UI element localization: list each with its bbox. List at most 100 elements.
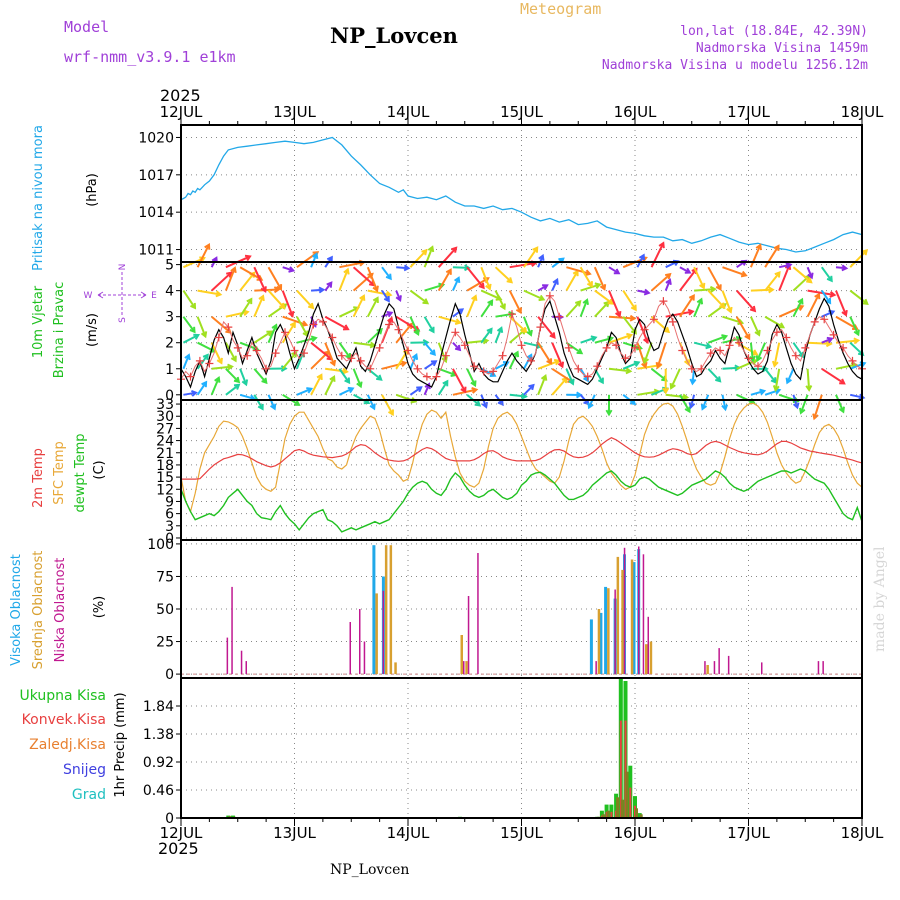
wind-arrow-head	[427, 245, 435, 253]
wind-arrow	[835, 315, 858, 330]
wind-arrow	[670, 368, 681, 389]
wind-arrow	[182, 354, 190, 370]
low-cloud-bar	[822, 661, 824, 675]
wind-arrow-head	[270, 403, 277, 411]
temp2m-axis-title: 2m Temp	[31, 448, 46, 508]
wind-arrow-head	[485, 283, 492, 291]
low-cloud-bar	[647, 616, 649, 675]
wind-arrow-head	[471, 294, 478, 302]
top-day-label: 18JUL	[841, 103, 884, 121]
mid-cloud-bar	[460, 635, 463, 675]
top-day-label: 12JUL	[160, 103, 203, 121]
wind-gust-marker	[754, 362, 762, 371]
wind-arrow-head	[386, 311, 394, 318]
wind-arrow	[381, 290, 390, 302]
meteogram-panels: 1011101410171020012345036912151821242730…	[138, 117, 869, 827]
wind-arrow	[523, 289, 545, 301]
wind-gust-marker	[347, 354, 356, 363]
bottom-day-label: 14JUL	[387, 824, 430, 842]
wind-gust-marker	[564, 343, 573, 352]
wind-arrow-head	[719, 302, 726, 309]
low-cloud-bar	[704, 661, 706, 675]
wind-arrow	[466, 277, 489, 292]
wind-gust-marker	[602, 343, 611, 352]
wind-arrow	[338, 306, 359, 318]
wind-arrow	[452, 308, 464, 318]
wind-arrow-head	[528, 383, 535, 391]
wind-arrow	[722, 337, 742, 344]
wind-arrow	[679, 394, 691, 412]
wind-arrow-head	[642, 357, 650, 365]
y-tick-label: 1017	[138, 168, 174, 184]
y-tick-label: 6	[165, 507, 174, 523]
wind-arrow	[366, 297, 379, 318]
wind-arrow	[281, 351, 297, 370]
wind-arrow	[849, 289, 868, 305]
wind-arrow	[637, 390, 659, 396]
wind-arrow	[423, 246, 434, 268]
low-cloud-bar	[463, 661, 465, 675]
wind-arrow-head	[301, 320, 309, 327]
wind-arrow	[466, 339, 488, 344]
wind-arrow	[579, 266, 593, 287]
legend-freezing-rain: Zaledj.Kisa	[29, 737, 106, 753]
wind-arrow-head	[655, 361, 663, 369]
high-cloud-bar	[589, 619, 593, 675]
wind-arrow	[424, 283, 444, 292]
wind-gust-marker	[687, 364, 696, 373]
wind-arrow	[537, 342, 552, 364]
wind-arrow	[409, 249, 428, 268]
low-cloud-bar	[638, 546, 640, 675]
wind-arrow	[310, 341, 333, 361]
wind-arrow-head	[826, 336, 834, 344]
wind-arrow	[196, 316, 207, 337]
wind-arrow	[608, 334, 632, 344]
y-tick-label: 25	[156, 635, 174, 651]
total-rain-bar	[609, 804, 614, 818]
wind-gust-marker	[328, 333, 337, 342]
wind-arrow	[756, 342, 767, 361]
mid-cloud-bar	[597, 609, 601, 675]
wind-arrow	[211, 271, 232, 292]
top-day-label: 13JUL	[273, 103, 316, 121]
wind-arrow	[253, 368, 268, 384]
wind-arrow-head	[540, 374, 548, 381]
wind-gust-marker	[432, 372, 441, 381]
model-altitude: Nadmorska Visina u modelu 1256.12m	[601, 58, 868, 73]
wind-arrow	[182, 316, 196, 333]
wind-arrow	[253, 266, 267, 292]
wind-arrow	[239, 368, 248, 385]
wind-arrow	[764, 271, 781, 292]
wind-gust-marker	[697, 364, 706, 373]
wind-arrow	[253, 394, 264, 410]
wind-gust-marker	[318, 317, 327, 326]
wind-arrow	[239, 272, 256, 292]
wind-arrow	[296, 387, 312, 396]
y-tick-label: 3	[165, 310, 174, 326]
wind-arrow-head	[755, 355, 763, 363]
wind-arrow	[494, 290, 506, 309]
wind-gust-marker	[281, 328, 289, 337]
wind-arrow-head	[721, 404, 729, 412]
legend-snow: Snijeg	[63, 762, 106, 778]
wind-arrow-head	[293, 399, 301, 406]
freezing-rain-bar	[620, 799, 624, 818]
wind-arrow	[565, 368, 574, 385]
wind-arrow-head	[638, 253, 645, 261]
precip-unit-label: 1hr Precip (mm)	[113, 692, 128, 797]
wind-arrow	[480, 300, 493, 318]
year-label-bottom: 2025	[158, 839, 199, 858]
wind-arrow	[786, 368, 795, 384]
wind-arrow	[749, 244, 762, 268]
wind-arrow-head	[502, 361, 510, 368]
wind-arrow	[807, 341, 831, 345]
wind-arrow	[792, 394, 799, 408]
wind-arrow	[196, 244, 210, 268]
wind-arrow	[324, 376, 335, 396]
y-tick-label: 100	[147, 537, 174, 553]
wind-arrow-head	[342, 367, 349, 375]
wind-arrow	[650, 273, 671, 292]
wind-arrow-head	[663, 326, 671, 334]
wind-arrow-head	[244, 254, 252, 262]
wind-arrow	[466, 368, 477, 386]
